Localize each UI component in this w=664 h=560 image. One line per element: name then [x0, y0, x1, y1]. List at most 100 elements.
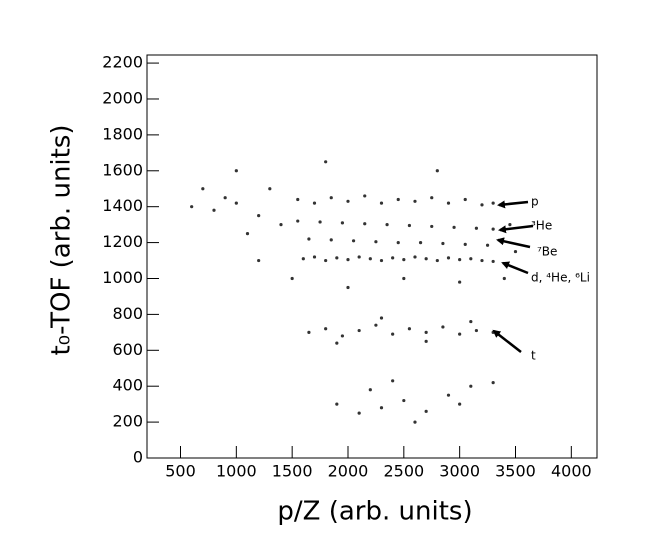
point: [474, 328, 479, 333]
y-tick-label: 2200: [102, 53, 143, 72]
point: [513, 249, 518, 254]
point: [290, 276, 294, 281]
point: [212, 208, 216, 212]
point: [296, 219, 300, 223]
arrow: [496, 237, 531, 249]
point: [357, 255, 361, 259]
x-axis-label: p/Z (arb. units): [277, 497, 472, 527]
point: [301, 257, 305, 261]
point: [435, 169, 439, 173]
point: [441, 241, 445, 246]
point: [413, 199, 417, 203]
point: [357, 328, 361, 333]
point: [469, 319, 473, 324]
point: [379, 406, 384, 410]
y-tick-label: 1000: [102, 268, 143, 287]
point: [368, 257, 372, 261]
point: [374, 240, 378, 244]
y-tick-label: 1400: [102, 196, 143, 215]
point: [508, 223, 512, 227]
point: [407, 327, 412, 331]
annotation: t: [531, 349, 536, 363]
point: [335, 402, 339, 406]
point: [446, 201, 451, 205]
point: [491, 259, 495, 264]
y-tick-label: 1200: [102, 232, 143, 251]
point: [363, 194, 367, 198]
point: [407, 223, 412, 228]
x-tick-label: 4000: [551, 462, 592, 481]
point: [379, 316, 384, 320]
y-tick-label: 1800: [102, 124, 143, 143]
point: [307, 237, 311, 241]
point: [480, 203, 484, 207]
point: [413, 420, 417, 424]
point: [379, 258, 384, 263]
y-tick-label: 400: [112, 376, 143, 395]
point: [435, 258, 439, 263]
y-tick-label: 800: [112, 304, 143, 323]
point: [374, 323, 378, 327]
point: [441, 325, 445, 329]
point: [223, 196, 227, 200]
point: [402, 258, 406, 262]
point: [424, 339, 428, 343]
point: [480, 258, 484, 263]
x-tick-label: 3000: [439, 462, 480, 481]
y-axis-label: t₀-TOF (arb. units): [47, 124, 77, 355]
point: [318, 220, 322, 224]
point: [458, 402, 462, 406]
point: [312, 255, 317, 259]
point: [485, 243, 490, 247]
point: [363, 222, 367, 226]
point: [402, 398, 406, 403]
point: [463, 197, 467, 202]
x-tick-label: 2500: [383, 462, 424, 481]
point: [351, 239, 356, 243]
point: [201, 187, 205, 191]
point: [346, 258, 350, 262]
point: [340, 334, 345, 338]
point: [335, 341, 339, 345]
point: [396, 240, 400, 245]
point: [424, 409, 428, 413]
point: [458, 280, 462, 284]
point: [279, 223, 283, 227]
y-tick-label: 0: [133, 448, 143, 467]
x-tick-label: 500: [165, 462, 196, 481]
point: [385, 223, 389, 227]
point: [368, 388, 372, 392]
point: [491, 330, 495, 334]
point: [268, 187, 272, 191]
y-tick-label: 1600: [102, 160, 143, 179]
point: [357, 411, 361, 415]
point: [391, 256, 395, 260]
point: [469, 384, 473, 388]
point: [452, 225, 456, 229]
point: [324, 160, 328, 164]
point: [379, 201, 384, 205]
point: [234, 169, 238, 173]
point: [257, 258, 261, 263]
point: [312, 201, 317, 205]
point: [458, 332, 462, 336]
point: [346, 285, 350, 290]
x-tick-label: 1500: [272, 462, 313, 481]
arrow: [501, 261, 529, 275]
point: [329, 196, 333, 200]
annotation: ³He: [531, 219, 552, 233]
arrow: [498, 224, 534, 234]
annotation: d, ⁴He, ⁶Li: [531, 271, 590, 285]
point: [491, 381, 495, 385]
point: [296, 197, 300, 202]
point: [463, 242, 467, 246]
point: [391, 332, 395, 336]
x-tick-label: 1000: [216, 462, 257, 481]
point: [245, 232, 250, 236]
point: [413, 255, 417, 259]
x-tick-label: 3500: [495, 462, 536, 481]
point: [418, 240, 423, 245]
x-tick-label: 2000: [328, 462, 369, 481]
point: [491, 227, 495, 231]
point: [424, 330, 428, 334]
